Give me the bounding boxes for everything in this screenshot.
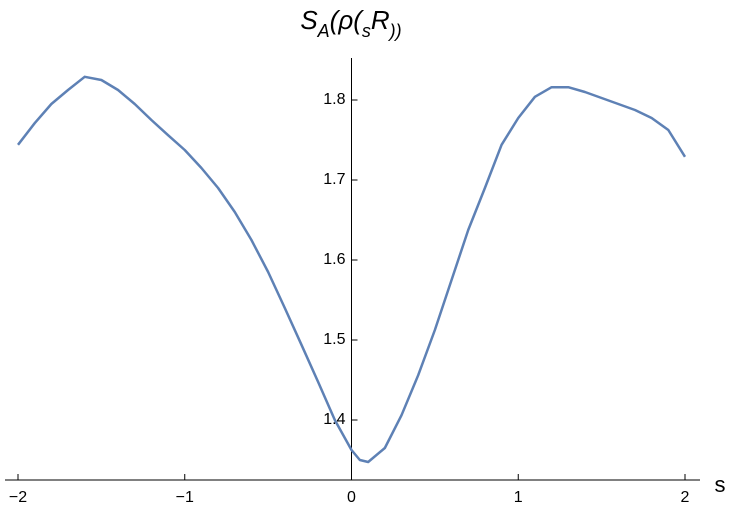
x-tick-label: 2 <box>681 489 690 506</box>
chart-title: SA(ρ(sR)) <box>300 5 401 41</box>
x-tick-label: 0 <box>347 489 356 506</box>
line-series <box>17 75 687 464</box>
title-part: )) <box>388 21 402 41</box>
y-tick-label: 1.5 <box>323 331 345 348</box>
title-part: (ρ( <box>330 5 365 35</box>
x-tick-label: 1 <box>514 489 523 506</box>
title-part: R <box>371 5 390 35</box>
y-tick-label: 1.8 <box>323 91 345 108</box>
x-tick-label: −1 <box>176 489 194 506</box>
title-part: s <box>362 21 371 41</box>
x-tick-label: −2 <box>9 489 27 506</box>
y-tick-label: 1.7 <box>323 171 345 188</box>
title-part: A <box>317 21 330 41</box>
y-tick-label: 1.6 <box>323 251 345 268</box>
title-part: S <box>300 5 318 35</box>
x-axis-label: s <box>715 472 726 497</box>
